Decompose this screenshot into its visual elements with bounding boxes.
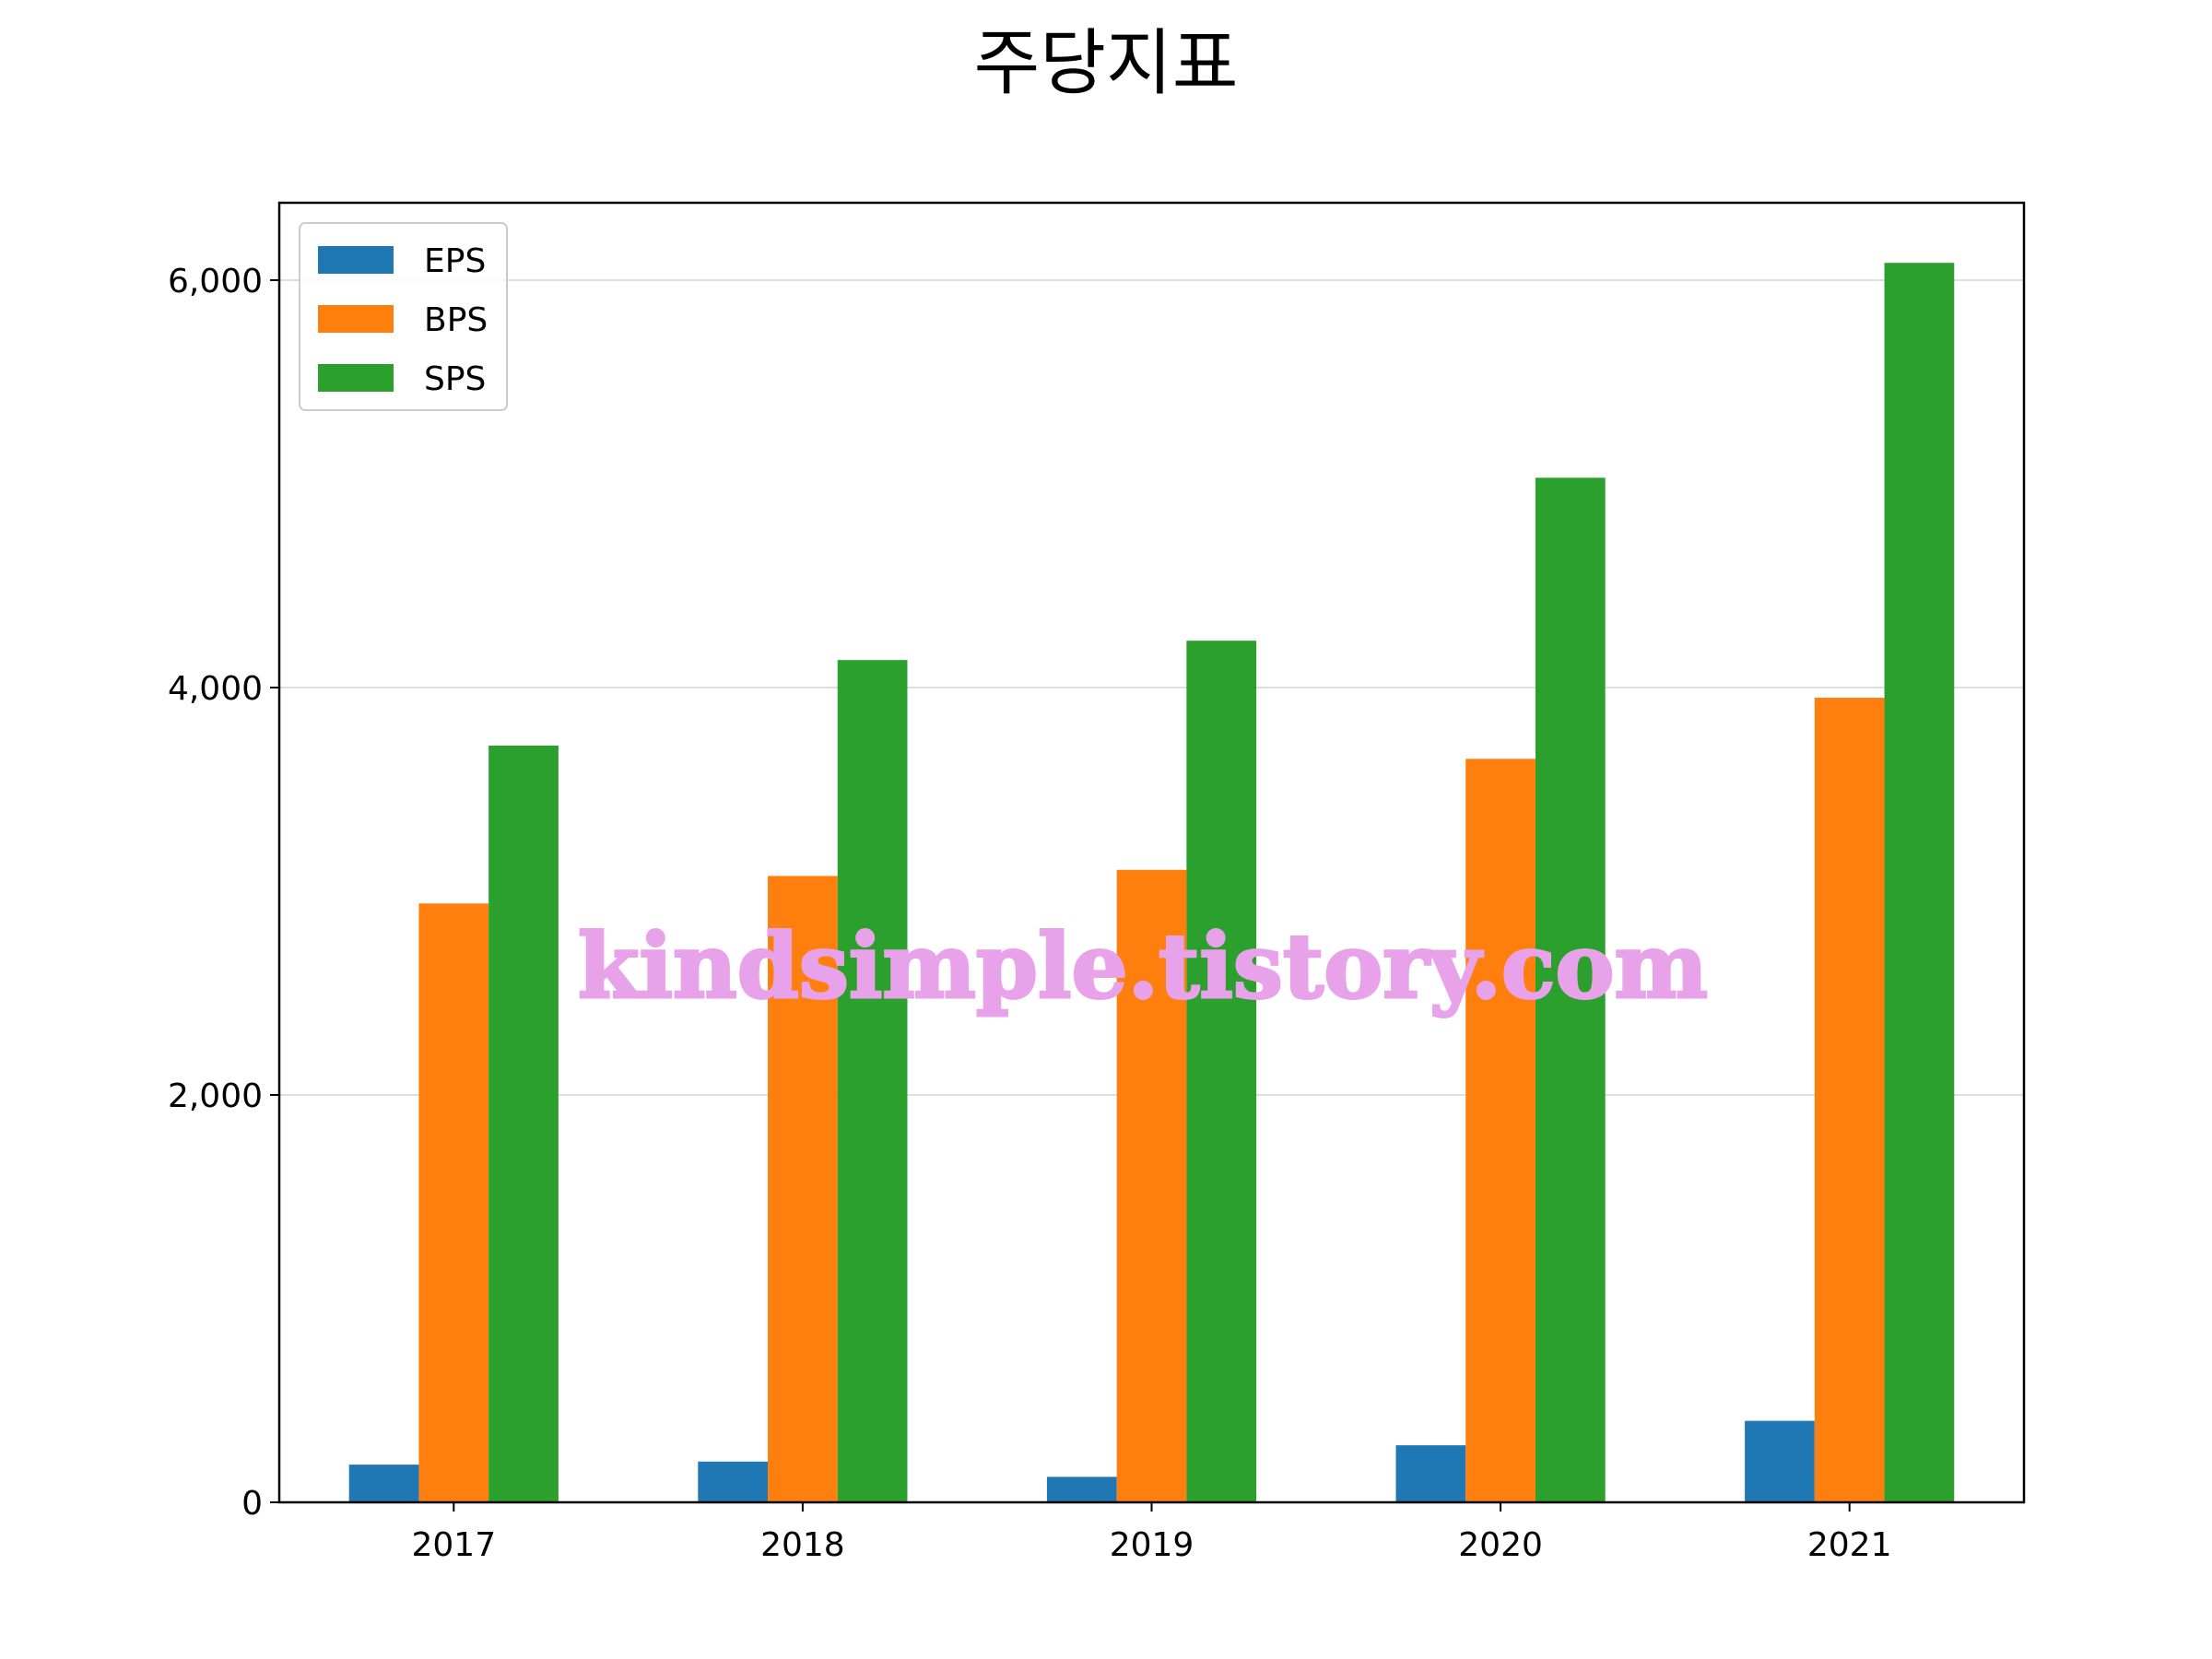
bar-sps-2020 — [1535, 477, 1606, 1502]
x-tick-label: 2020 — [1458, 1526, 1543, 1564]
bar-bps-2021 — [1814, 698, 1885, 1502]
x-tick-label: 2017 — [411, 1526, 496, 1564]
watermark-text: kindsimple.tistory.com — [578, 914, 1708, 1018]
bar-sps-2018 — [837, 660, 908, 1502]
y-tick-label: 6,000 — [168, 263, 263, 300]
bars — [348, 263, 1955, 1502]
y-tick-label: 0 — [241, 1485, 263, 1523]
y-tick-label: 2,000 — [168, 1077, 263, 1115]
legend-label-sps: SPS — [424, 360, 486, 398]
bar-eps-2019 — [1046, 1477, 1117, 1502]
x-tick-label: 2018 — [760, 1526, 845, 1564]
chart-title: 주당지표 — [973, 22, 1238, 105]
legend: EPS BPS SPS — [299, 222, 508, 411]
y-tick-label: 4,000 — [168, 670, 263, 708]
x-tick-label: 2019 — [1110, 1526, 1194, 1564]
legend-swatch-sps — [318, 364, 394, 392]
bar-eps-2021 — [1745, 1420, 1815, 1502]
bar-sps-2017 — [488, 745, 559, 1502]
bar-bps-2019 — [1116, 869, 1187, 1502]
bar-bps-2018 — [768, 876, 838, 1502]
bar-eps-2020 — [1395, 1445, 1466, 1502]
legend-swatch-bps — [318, 305, 394, 333]
bar-eps-2017 — [348, 1465, 419, 1502]
legend-swatch-eps — [318, 246, 394, 274]
legend-label-eps: EPS — [424, 242, 486, 280]
bar-bps-2017 — [418, 903, 489, 1502]
bar-sps-2019 — [1186, 641, 1257, 1502]
legend-label-bps: BPS — [424, 301, 488, 339]
axes: 0 2,000 4,000 6,000 2017 2018 2019 2020 2021 — [168, 263, 1892, 1564]
bar-sps-2021 — [1884, 263, 1955, 1502]
bar-bps-2020 — [1465, 759, 1535, 1502]
bar-eps-2018 — [698, 1461, 769, 1502]
x-tick-label: 2021 — [1807, 1526, 1892, 1564]
